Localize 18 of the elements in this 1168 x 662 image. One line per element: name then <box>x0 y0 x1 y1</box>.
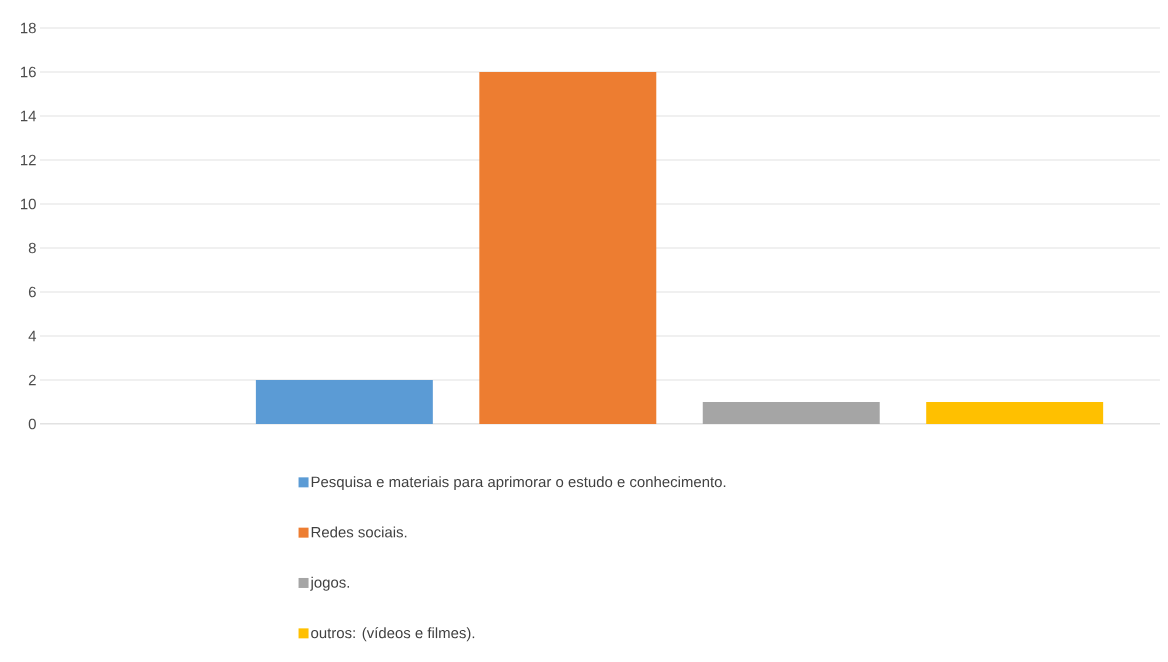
bar <box>255 380 433 424</box>
y-tick-label: 16 <box>21 66 36 78</box>
bar <box>926 402 1104 424</box>
bar <box>479 72 657 424</box>
bar <box>702 402 880 424</box>
y-tick-label: 0 <box>28 418 36 430</box>
y-tick-label: 14 <box>21 110 37 122</box>
y-tick-label: 2 <box>28 374 36 386</box>
y-tick-label: 8 <box>28 242 36 254</box>
y-tick-label: 10 <box>21 198 36 210</box>
y-tick-label: 6 <box>28 286 36 298</box>
legend-label: Pesquisa e materiais para aprimorar o estudo e conhecimento. <box>311 476 726 491</box>
legend-label: Redes sociais. <box>311 526 407 538</box>
y-tick-label: 12 <box>21 154 36 166</box>
legend-label: outros: (vídeos e filmes). <box>311 627 475 642</box>
legend-label: jogos. <box>310 576 350 591</box>
y-tick-label: 4 <box>28 330 37 342</box>
y-tick-label: 18 <box>21 22 36 34</box>
